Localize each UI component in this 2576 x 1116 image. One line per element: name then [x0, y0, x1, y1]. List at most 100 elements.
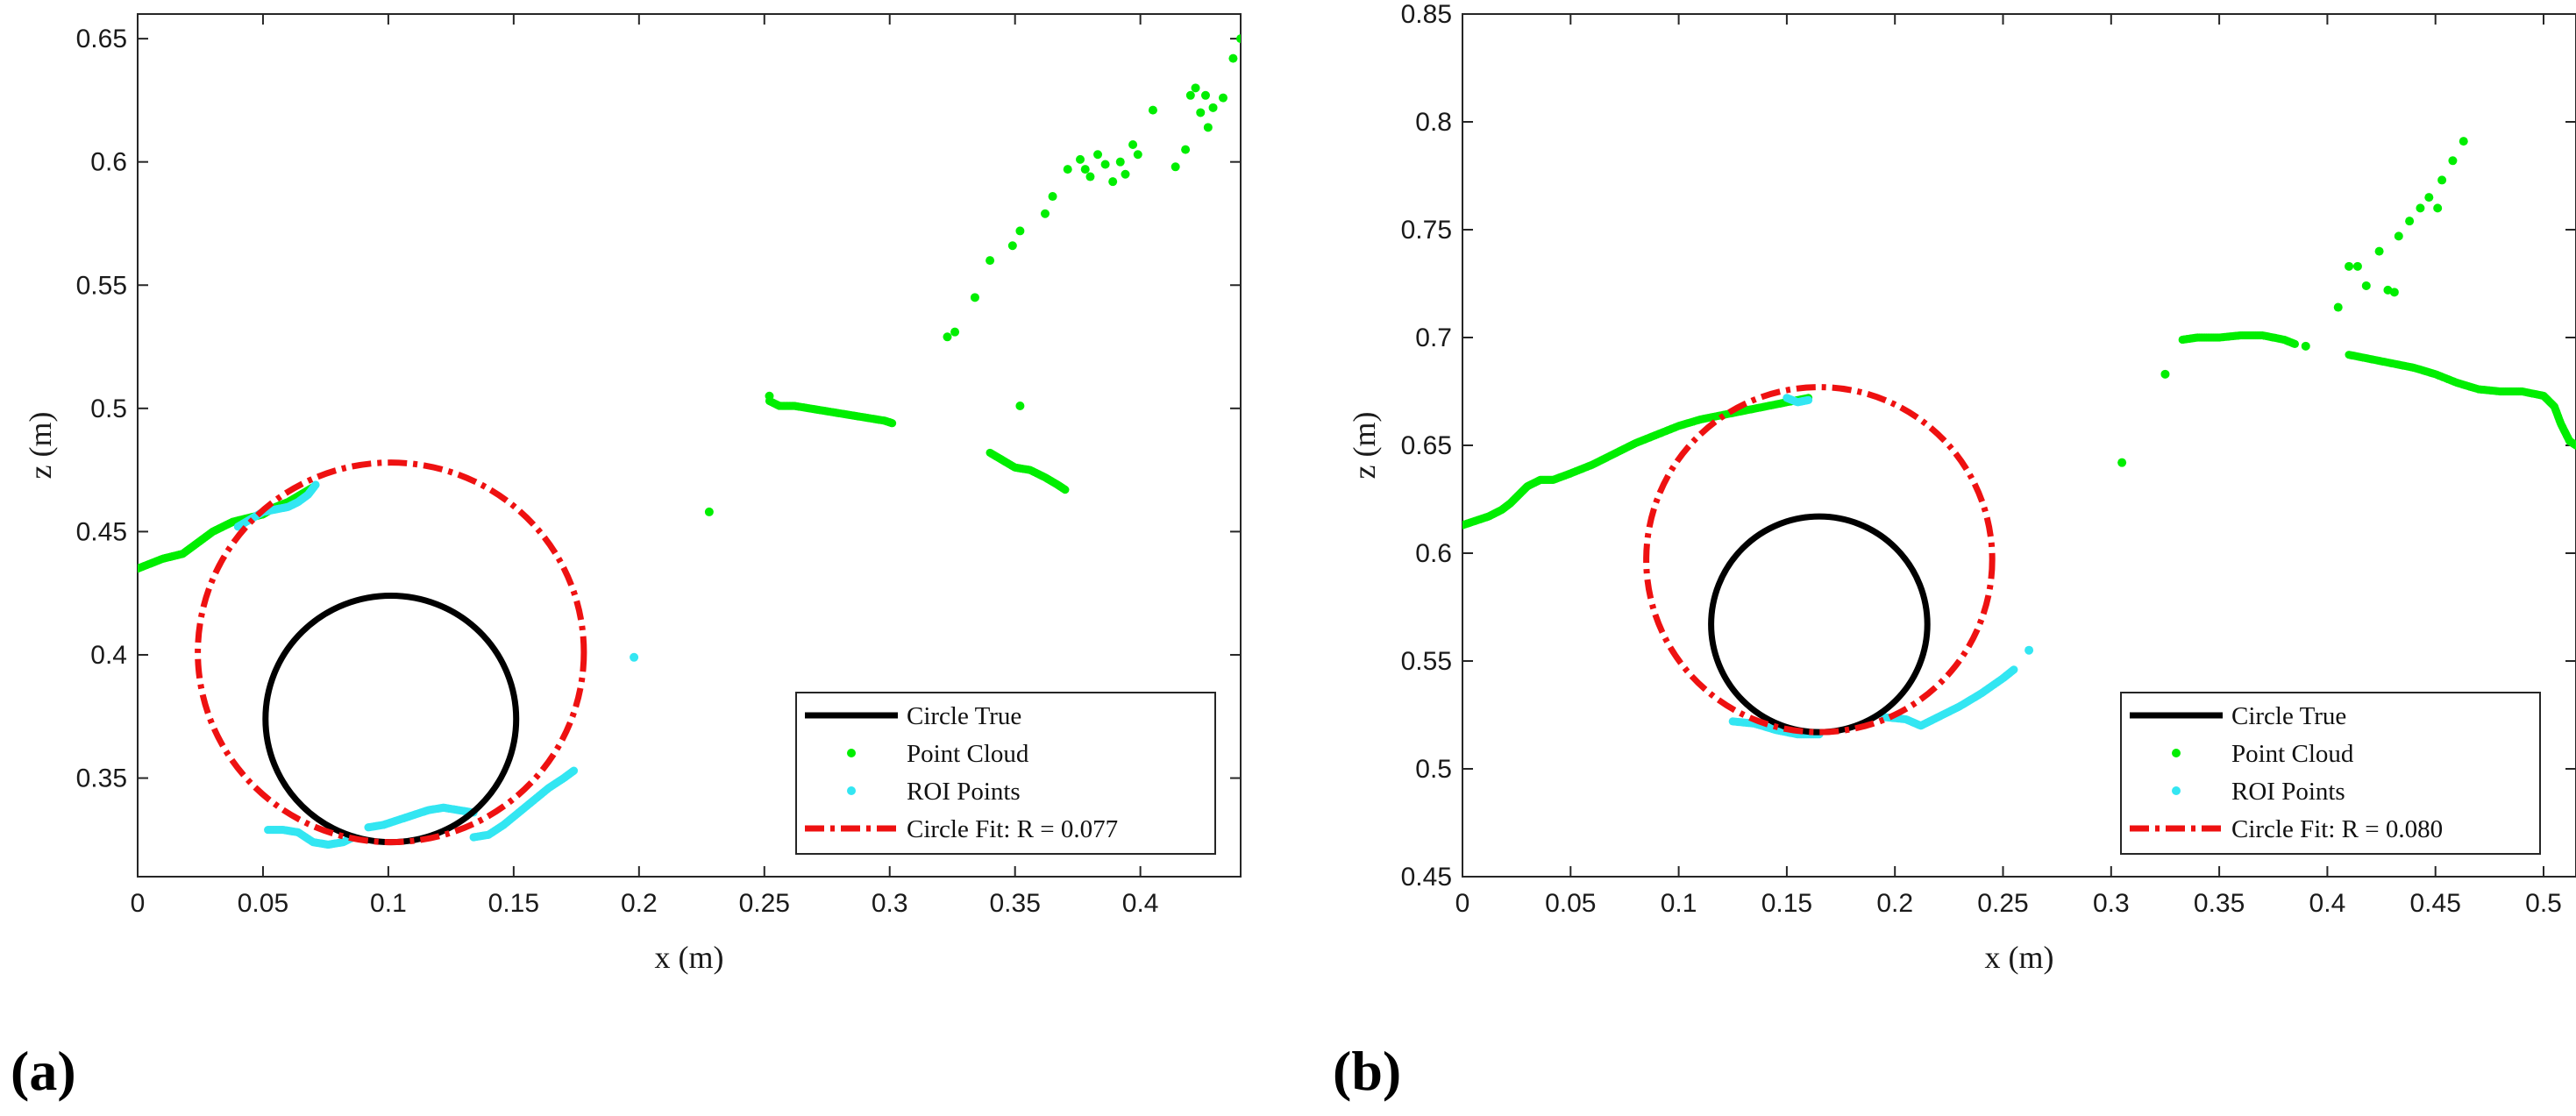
point-cloud-point	[943, 332, 952, 342]
point-cloud-point	[2416, 203, 2425, 213]
point-cloud-point	[1218, 93, 1228, 103]
point-cloud-point	[2374, 246, 2384, 256]
point-cloud-point	[2389, 288, 2399, 297]
x-axis-label: x (m)	[655, 940, 724, 975]
y-tick-label: 0.75	[1401, 216, 1452, 245]
point-cloud-point	[2433, 203, 2443, 213]
x-tick-label: 0.1	[1661, 889, 1697, 918]
point-cloud-point	[2572, 441, 2576, 450]
roi-point	[630, 652, 639, 662]
x-tick-label: 0.3	[2093, 889, 2130, 918]
point-cloud-point	[1236, 34, 1241, 44]
point-cloud-point	[2448, 156, 2458, 166]
legend-entry-label: ROI Points	[907, 778, 1021, 806]
plot-area	[138, 34, 1241, 849]
x-tick-label: 0	[1455, 889, 1470, 918]
legend-swatch-roi-points	[2172, 786, 2181, 795]
legend-swatch-point-cloud	[2172, 749, 2181, 757]
legend-entry-label: Circle Fit: R = 0.080	[2231, 815, 2443, 843]
legend-swatch-roi-points	[847, 786, 856, 795]
y-axis-label: z (m)	[23, 412, 58, 480]
x-tick-label: 0.35	[989, 889, 1040, 918]
x-tick-label: 0.5	[2525, 889, 2562, 918]
point-cloud-point	[1200, 90, 1210, 100]
point-cloud-point	[765, 391, 774, 401]
point-cloud-point	[2345, 261, 2354, 271]
legend-entry-label: Circle Fit: R = 0.077	[907, 815, 1118, 843]
y-tick-label: 0.45	[1401, 863, 1452, 892]
point-cloud-point	[1063, 165, 1072, 174]
x-tick-label: 0.15	[1761, 889, 1812, 918]
point-cloud-point	[2394, 231, 2403, 241]
y-tick-label: 0.8	[1415, 108, 1452, 137]
point-cloud-point	[2361, 281, 2371, 290]
point-cloud-point	[2301, 341, 2310, 351]
x-tick-label: 0.4	[1122, 889, 1159, 918]
roi-point	[2010, 665, 2018, 674]
x-tick-label: 0.4	[2309, 889, 2346, 918]
point-cloud-point	[1093, 150, 1103, 160]
x-tick-label: 0	[131, 889, 146, 918]
point-cloud-point	[1085, 172, 1095, 181]
point-cloud-point	[1228, 53, 1238, 63]
point-cloud-point	[2117, 458, 2127, 467]
x-axis-label: x (m)	[1985, 940, 2054, 975]
point-cloud-point	[970, 293, 979, 302]
point-cloud-point	[1080, 165, 1090, 174]
y-tick-label: 0.65	[76, 25, 127, 53]
legend-entry-label: Point Cloud	[2231, 740, 2354, 768]
point-cloud-point	[1076, 154, 1085, 164]
point-cloud-point	[2405, 217, 2415, 226]
x-tick-label: 0.05	[1545, 889, 1596, 918]
legend: Circle True Point Cloud ROI Points Circle F…	[795, 692, 1216, 855]
x-tick-label: 0.45	[2410, 889, 2461, 918]
roi-point	[311, 480, 320, 489]
y-tick-label: 0.55	[1401, 647, 1452, 676]
roi-point	[569, 766, 579, 775]
x-tick-label: 0.05	[238, 889, 288, 918]
point-cloud-point	[2424, 193, 2434, 203]
circle-true	[1708, 513, 1931, 736]
legend: Circle True Point Cloud ROI Points Circle F…	[2120, 692, 2541, 855]
point-cloud-point	[1115, 157, 1125, 167]
x-tick-label: 0.25	[739, 889, 790, 918]
plot-area	[1462, 137, 2576, 739]
y-tick-label: 0.5	[1415, 755, 1452, 784]
point-cloud-point	[1148, 105, 1157, 115]
y-tick-label: 0.45	[76, 517, 127, 546]
point-cloud-point	[1133, 150, 1142, 160]
y-tick-label: 0.55	[76, 271, 127, 300]
point-cloud-point	[1048, 192, 1057, 202]
point-cloud-point	[2459, 137, 2468, 146]
point-cloud-point	[2290, 339, 2300, 348]
x-tick-label: 0.2	[1876, 889, 1913, 918]
y-tick-label: 0.7	[1415, 323, 1452, 352]
point-cloud-point	[2333, 302, 2343, 312]
panel-a: 0 0.05 0.1 0.15 0.2 0.25 0.3 0.35 0.4 0.35 0.4 0.45…	[11, 13, 1242, 1102]
point-cloud-point	[1121, 169, 1130, 179]
panel-b: 0 0.05 0.1 0.15 0.2 0.25 0.3 0.35 0.4 0.45 0.5 0.45…	[1333, 0, 2576, 1102]
point-cloud-point	[1208, 103, 1218, 112]
point-cloud-point	[2352, 261, 2362, 271]
point-cloud-point	[1171, 162, 1180, 172]
legend-box	[2120, 692, 2541, 855]
y-tick-label: 0.5	[90, 395, 127, 423]
x-tick-label: 0.15	[488, 889, 539, 918]
x-tick-label: 0.3	[872, 889, 908, 918]
circle-fit	[195, 459, 587, 846]
point-cloud-point	[1061, 486, 1070, 494]
point-cloud-point	[704, 507, 714, 516]
x-tick-label: 0.2	[621, 889, 658, 918]
legend-swatch-point-cloud	[847, 749, 856, 757]
point-cloud-point	[1185, 90, 1195, 100]
panel-label: (a)	[11, 1040, 76, 1102]
circle-fit	[1643, 384, 1996, 736]
x-tick-label: 0.1	[370, 889, 407, 918]
point-cloud-point	[1196, 108, 1206, 117]
panel-label: (b)	[1333, 1040, 1401, 1102]
point-cloud-point	[887, 419, 897, 428]
y-tick-label: 0.65	[1401, 431, 1452, 460]
x-tick-label: 0.25	[1977, 889, 2028, 918]
point-cloud-point	[1203, 123, 1213, 132]
